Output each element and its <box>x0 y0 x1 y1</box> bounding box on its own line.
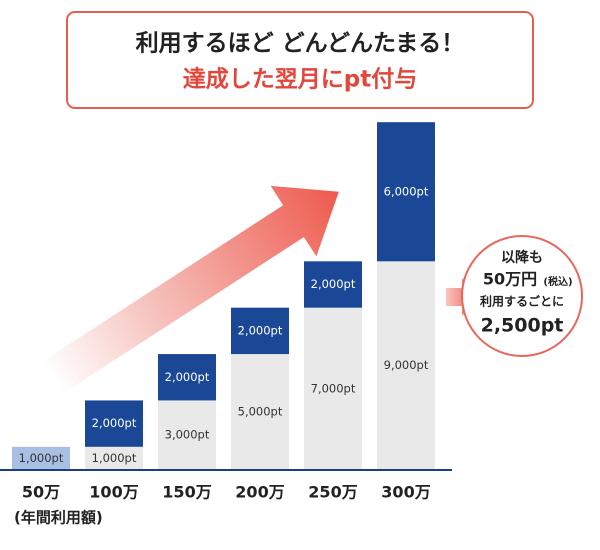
bar-segment <box>12 446 70 470</box>
note-circle <box>461 235 583 357</box>
data-label: 1,000pt <box>92 451 137 465</box>
note-text: 2,500pt <box>481 315 564 337</box>
x-tick-label: 50万 <box>22 483 60 502</box>
chart-title: 利用するほど どんどんたまる！ <box>136 31 465 57</box>
bar-segment <box>377 122 435 262</box>
data-label: 6,000pt <box>384 184 429 198</box>
bar-segment <box>231 307 289 355</box>
x-tick-label: 100万 <box>89 483 138 502</box>
bar-segment <box>304 307 362 470</box>
data-label: 2,000pt <box>311 277 356 291</box>
bar-segment <box>231 354 289 470</box>
note-text: 50万円 <box>483 270 537 289</box>
bar-segment <box>85 446 143 470</box>
data-label: 3,000pt <box>165 428 210 442</box>
x-tick-label: 300万 <box>381 483 430 502</box>
data-label: 2,000pt <box>165 370 210 384</box>
data-label: 7,000pt <box>311 381 356 395</box>
header-box <box>66 11 534 109</box>
note-text: (税込) <box>543 275 572 288</box>
data-label: 2,000pt <box>238 323 283 337</box>
x-tick-label: 200万 <box>235 483 284 502</box>
bar-segment <box>85 400 143 447</box>
note-text: 利用するごとに <box>480 294 564 309</box>
x-tick-label: 250万 <box>308 483 357 502</box>
note-text: 以降も <box>501 249 543 266</box>
x-axis-label: (年間利用額) <box>14 509 103 527</box>
data-label: 9,000pt <box>384 358 429 372</box>
growth-arrow <box>41 185 339 394</box>
bar-segment <box>158 400 216 470</box>
data-label: 1,000pt <box>19 451 64 465</box>
x-tick-label: 150万 <box>162 483 211 502</box>
bar-segment <box>304 261 362 308</box>
data-label: 5,000pt <box>238 405 283 419</box>
chart-subtitle: 達成した翌月にpt付与 <box>183 66 417 93</box>
data-label: 2,000pt <box>92 416 137 430</box>
bar-segment <box>377 261 435 470</box>
bar-segment <box>158 354 216 401</box>
